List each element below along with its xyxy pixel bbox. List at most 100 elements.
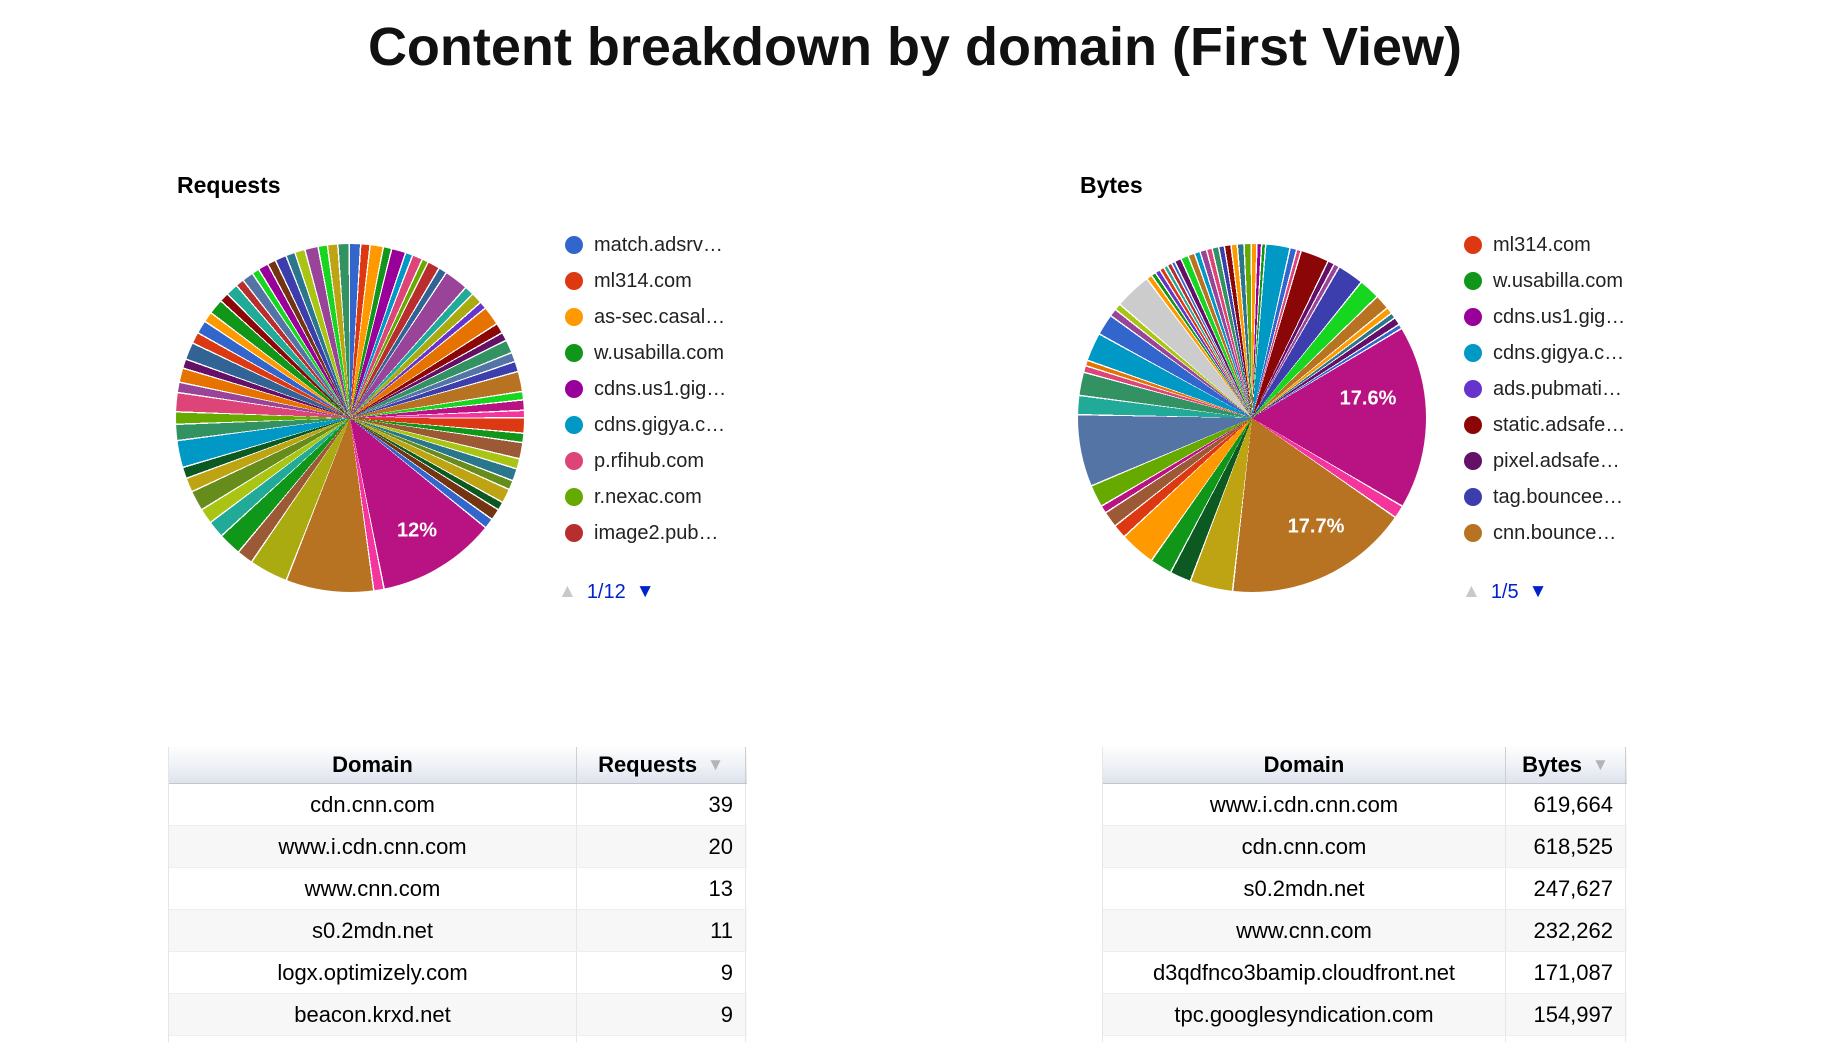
legend-swatch-icon <box>565 452 583 470</box>
bytes-legend-pager: ▲ 1/5 ▼ <box>1462 578 1547 606</box>
legend-swatch-icon <box>1464 488 1482 506</box>
page-title: Content breakdown by domain (First View) <box>367 17 1463 77</box>
domain-cell: www.i.cdn.cnn.com <box>169 826 577 867</box>
domain-cell: s0.2mdn.net <box>169 910 577 951</box>
domain-cell: www.cnn.com <box>169 868 577 909</box>
legend-label: w.usabilla.com <box>1493 269 1624 292</box>
legend-page-indicator: 1/5 <box>1490 580 1519 603</box>
legend-item[interactable]: match.adsrv… <box>565 227 726 263</box>
legend-label: ads.pubmati… <box>1493 377 1622 400</box>
domain-cell: logx.optimizely.com <box>169 952 577 993</box>
legend-item[interactable]: ads.pubmati… <box>1464 371 1625 407</box>
value-cell: 39 <box>577 784 746 825</box>
legend-page-up-icon[interactable]: ▲ <box>1462 581 1481 602</box>
legend-item[interactable]: cdns.us1.gig… <box>565 371 726 407</box>
requests-pie-chart[interactable]: 12% <box>176 244 524 592</box>
sort-descending-icon: ▼ <box>1592 755 1609 774</box>
legend-page-down-icon[interactable]: ▼ <box>1528 581 1548 602</box>
pie-slice-label-17-6pct: 17.6% <box>1339 387 1397 410</box>
legend-swatch-icon <box>1464 524 1482 542</box>
legend-swatch-icon <box>565 272 583 290</box>
legend-item[interactable]: ml314.com <box>565 263 726 299</box>
column-header-label: Bytes <box>1522 752 1583 777</box>
empty-cell <box>577 1036 746 1042</box>
legend-label: as-sec.casal… <box>594 305 726 328</box>
table-row[interactable]: tpc.googlesyndication.com 154,997 <box>1103 994 1627 1036</box>
table-row[interactable]: s0.2mdn.net 11 <box>169 910 747 952</box>
value-cell: 9 <box>577 952 746 993</box>
domain-cell: d3qdfnco3bamip.cloudfront.net <box>1103 952 1506 993</box>
legend-label: r.nexac.com <box>594 485 702 508</box>
empty-cell <box>1103 1036 1506 1042</box>
column-header-label: Domain <box>1263 752 1345 777</box>
legend-item[interactable]: ml314.com <box>1464 227 1625 263</box>
value-cell: 9 <box>577 994 746 1035</box>
table-row[interactable]: cdn.cnn.com 39 <box>169 784 747 826</box>
bytes-table: Domain Bytes ▼ www.i.cdn.cnn.com 619,664 cdn.… <box>1102 747 1627 1042</box>
table-row[interactable]: www.cnn.com 232,262 <box>1103 910 1627 952</box>
legend-item[interactable]: w.usabilla.com <box>1464 263 1625 299</box>
requests-legend-pager: ▲ 1/12 ▼ <box>558 578 655 606</box>
legend-item[interactable]: as-sec.casal… <box>565 299 726 335</box>
domain-cell: s0.2mdn.net <box>1103 868 1506 909</box>
value-cell: 13 <box>577 868 746 909</box>
legend-label: w.usabilla.com <box>594 341 725 364</box>
legend-swatch-icon <box>565 308 583 326</box>
legend-item[interactable]: tag.bouncee… <box>1464 479 1625 515</box>
domain-cell: cdn.cnn.com <box>1103 826 1506 867</box>
value-cell: 171,087 <box>1506 952 1626 993</box>
legend-swatch-icon <box>565 344 583 362</box>
legend-swatch-icon <box>565 380 583 398</box>
legend-swatch-icon <box>565 524 583 542</box>
legend-label: ml314.com <box>1493 233 1591 256</box>
legend-swatch-icon <box>1464 452 1482 470</box>
legend-label: static.adsafe… <box>1493 413 1626 436</box>
legend-item[interactable]: pixel.adsafe… <box>1464 443 1625 479</box>
column-header-domain[interactable]: Domain <box>1103 747 1506 783</box>
bytes-pie-chart[interactable]: 17.6% 17.7% <box>1078 244 1426 592</box>
legend-label: match.adsrv… <box>594 233 723 256</box>
sort-descending-icon: ▼ <box>707 755 724 774</box>
legend-label: ml314.com <box>594 269 692 292</box>
legend-label: cdns.us1.gig… <box>1493 305 1626 328</box>
table-row[interactable]: s0.2mdn.net 247,627 <box>1103 868 1627 910</box>
legend-item[interactable]: static.adsafe… <box>1464 407 1625 443</box>
column-header-label: Domain <box>332 752 413 777</box>
legend-label: tag.bouncee… <box>1493 485 1624 508</box>
table-row[interactable]: d3qdfnco3bamip.cloudfront.net 171,087 <box>1103 952 1627 994</box>
legend-item[interactable]: cdns.gigya.c… <box>565 407 726 443</box>
table-row[interactable]: www.i.cdn.cnn.com 619,664 <box>1103 784 1627 826</box>
table-row[interactable]: www.i.cdn.cnn.com 20 <box>169 826 747 868</box>
pie-slice-label-17-7pct: 17.7% <box>1287 515 1345 538</box>
table-row[interactable]: www.cnn.com 13 <box>169 868 747 910</box>
legend-item[interactable]: cdns.us1.gig… <box>1464 299 1625 335</box>
requests-legend: match.adsrv… ml314.com as-sec.casal… w.usab… <box>565 227 726 551</box>
legend-swatch-icon <box>565 488 583 506</box>
column-header-domain[interactable]: Domain <box>169 747 577 783</box>
legend-item[interactable]: cdns.gigya.c… <box>1464 335 1625 371</box>
legend-item[interactable]: w.usabilla.com <box>565 335 726 371</box>
table-row[interactable]: cdn.cnn.com 618,525 <box>1103 826 1627 868</box>
column-header-bytes[interactable]: Bytes ▼ <box>1506 747 1626 783</box>
legend-swatch-icon <box>1464 380 1482 398</box>
column-header-requests[interactable]: Requests ▼ <box>577 747 746 783</box>
value-cell: 11 <box>577 910 746 951</box>
legend-label: cdns.gigya.c… <box>594 413 726 436</box>
domain-cell: tpc.googlesyndication.com <box>1103 994 1506 1035</box>
legend-page-up-icon[interactable]: ▲ <box>558 581 577 602</box>
legend-swatch-icon <box>1464 236 1482 254</box>
legend-label: cdns.gigya.c… <box>1493 341 1625 364</box>
domain-cell: www.cnn.com <box>1103 910 1506 951</box>
legend-item[interactable]: r.nexac.com <box>565 479 726 515</box>
legend-page-indicator: 1/12 <box>586 580 626 603</box>
legend-item[interactable]: cnn.bounce… <box>1464 515 1625 551</box>
domain-cell: cdn.cnn.com <box>169 784 577 825</box>
legend-item[interactable]: p.rfihub.com <box>565 443 726 479</box>
table-row[interactable]: logx.optimizely.com 9 <box>169 952 747 994</box>
legend-page-down-icon[interactable]: ▼ <box>635 581 655 602</box>
value-cell: 232,262 <box>1506 910 1626 951</box>
table-row[interactable]: beacon.krxd.net 9 <box>169 994 747 1036</box>
legend-swatch-icon <box>1464 344 1482 362</box>
legend-item[interactable]: image2.pub… <box>565 515 726 551</box>
legend-swatch-icon <box>1464 308 1482 326</box>
